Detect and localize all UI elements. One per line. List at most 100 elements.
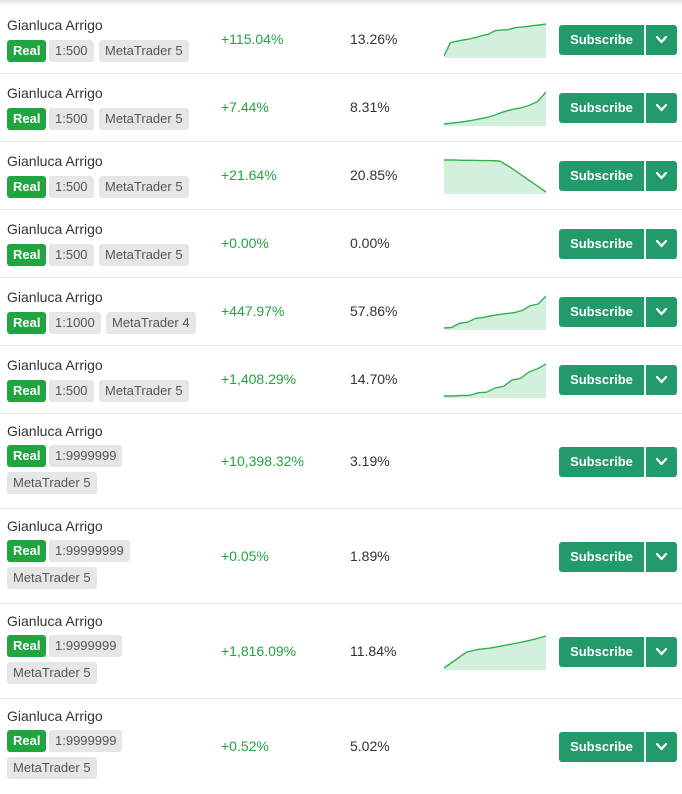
chevron-down-icon <box>655 171 668 180</box>
subscribe-options-button[interactable] <box>646 297 677 327</box>
sparkline-area <box>444 296 546 330</box>
list-top-edge <box>0 0 682 6</box>
drawdown-value: 57.86% <box>350 303 398 319</box>
chevron-down-icon <box>655 742 668 750</box>
chevron-down-icon <box>655 457 668 465</box>
leverage-badge: 1:1000 <box>49 312 101 334</box>
sparkline-line <box>444 634 546 669</box>
drawdown-value: 5.02% <box>350 737 390 754</box>
chevron-down-icon <box>655 103 668 112</box>
growth-value: +1,408.29% <box>221 371 297 387</box>
signal-owner-name[interactable]: Gianluca Arrigo <box>7 357 103 373</box>
subscribe-button[interactable]: Subscribe <box>559 636 644 667</box>
leverage-badge: 1:500 <box>49 176 94 198</box>
platform-badge: MetaTrader 5 <box>7 662 97 684</box>
signal-owner-name[interactable]: Gianluca Arrigo <box>7 423 103 439</box>
growth-value: +1,816.09% <box>221 642 297 659</box>
subscribe-button[interactable]: Subscribe <box>559 25 644 55</box>
signal-row: Gianluca Arrigo Real 1:500 MetaTrader 5 +115… <box>0 6 682 74</box>
sparkline-line <box>444 159 546 193</box>
signal-row: Gianluca Arrigo Real 1:9999999 MetaTrader 5… <box>0 414 682 509</box>
subscribe-button[interactable]: Subscribe <box>559 297 644 327</box>
drawdown-value: 11.84% <box>350 642 397 659</box>
signal-owner-name[interactable]: Gianluca Arrigo <box>7 708 103 724</box>
signal-row: Gianluca Arrigo Real 1:500 MetaTrader 5 +1,4… <box>0 346 682 414</box>
drawdown-value: 8.31% <box>350 99 390 115</box>
growth-sparkline <box>444 91 546 126</box>
leverage-badge: 1:9999999 <box>49 445 123 467</box>
signal-owner-name[interactable]: Gianluca Arrigo <box>7 153 103 169</box>
signal-row: Gianluca Arrigo Real 1:500 MetaTrader 5 +7.4… <box>0 74 682 142</box>
leverage-badge: 1:500 <box>49 108 94 130</box>
account-type-badge: Real <box>7 445 47 467</box>
growth-sparkline <box>444 23 546 58</box>
growth-value: +0.05% <box>221 547 269 564</box>
growth-value: +0.52% <box>221 737 269 754</box>
subscribe-options-button[interactable] <box>646 446 677 477</box>
subscribe-button[interactable]: Subscribe <box>559 161 644 191</box>
sparkline-area <box>444 24 546 58</box>
chevron-down-icon <box>655 647 668 655</box>
signal-owner-name[interactable]: Gianluca Arrigo <box>7 289 103 305</box>
sparkline-area <box>444 92 546 126</box>
subscribe-options-button[interactable] <box>646 25 677 55</box>
account-type-badge: Real <box>7 312 47 334</box>
leverage-badge: 1:99999999 <box>49 540 130 562</box>
subscribe-button[interactable]: Subscribe <box>559 541 644 572</box>
subscribe-options-button[interactable] <box>646 731 677 762</box>
account-type-badge: Real <box>7 108 47 130</box>
growth-value: +7.44% <box>221 99 269 115</box>
chevron-down-icon <box>655 552 668 560</box>
signal-owner-name[interactable]: Gianluca Arrigo <box>7 613 103 629</box>
sparkline-line <box>444 295 546 329</box>
signal-row: Gianluca Arrigo Real 1:1000 MetaTrader 4 +44… <box>0 278 682 346</box>
chevron-down-icon <box>655 375 668 384</box>
subscribe-button[interactable]: Subscribe <box>559 446 644 477</box>
subscribe-options-button[interactable] <box>646 365 677 395</box>
subscribe-options-button[interactable] <box>646 541 677 572</box>
subscribe-button[interactable]: Subscribe <box>559 93 644 123</box>
platform-badge: MetaTrader 5 <box>99 244 189 266</box>
drawdown-value: 13.26% <box>350 31 398 47</box>
platform-badge: MetaTrader 5 <box>7 472 97 494</box>
subscribe-button[interactable]: Subscribe <box>559 229 644 259</box>
drawdown-value: 14.70% <box>350 371 398 387</box>
platform-badge: MetaTrader 5 <box>7 757 97 779</box>
signal-row: Gianluca Arrigo Real 1:9999999 MetaTrader 5… <box>0 699 682 794</box>
platform-badge: MetaTrader 5 <box>99 108 189 130</box>
signal-owner-name[interactable]: Gianluca Arrigo <box>7 17 103 33</box>
platform-badge: MetaTrader 4 <box>106 312 196 334</box>
signal-row: Gianluca Arrigo Real 1:9999999 MetaTrader 5… <box>0 604 682 699</box>
growth-sparkline <box>444 363 546 398</box>
chevron-down-icon <box>655 307 668 316</box>
growth-value: +10,398.32% <box>221 452 304 469</box>
sparkline-line <box>444 363 546 397</box>
growth-sparkline <box>444 634 546 670</box>
growth-value: +115.04% <box>221 31 284 47</box>
subscribe-options-button[interactable] <box>646 93 677 123</box>
leverage-badge: 1:9999999 <box>49 730 123 752</box>
signal-row: Gianluca Arrigo Real 1:99999999 MetaTrader … <box>0 509 682 604</box>
drawdown-value: 3.19% <box>350 452 390 469</box>
account-type-badge: Real <box>7 244 47 266</box>
chevron-down-icon <box>655 239 668 248</box>
leverage-badge: 1:500 <box>49 244 94 266</box>
subscribe-options-button[interactable] <box>646 636 677 667</box>
account-type-badge: Real <box>7 730 47 752</box>
growth-value: +0.00% <box>221 235 269 251</box>
account-type-badge: Real <box>7 380 47 402</box>
platform-badge: MetaTrader 5 <box>99 40 189 62</box>
signal-owner-name[interactable]: Gianluca Arrigo <box>7 85 103 101</box>
sparkline-line <box>444 91 546 125</box>
account-type-badge: Real <box>7 540 47 562</box>
leverage-badge: 1:9999999 <box>49 635 123 657</box>
account-type-badge: Real <box>7 40 47 62</box>
signal-owner-name[interactable]: Gianluca Arrigo <box>7 221 103 237</box>
subscribe-button[interactable]: Subscribe <box>559 365 644 395</box>
subscribe-options-button[interactable] <box>646 161 677 191</box>
subscribe-options-button[interactable] <box>646 229 677 259</box>
subscribe-button[interactable]: Subscribe <box>559 731 644 762</box>
platform-badge: MetaTrader 5 <box>99 176 189 198</box>
sparkline-line <box>444 23 546 57</box>
signal-owner-name[interactable]: Gianluca Arrigo <box>7 518 103 534</box>
